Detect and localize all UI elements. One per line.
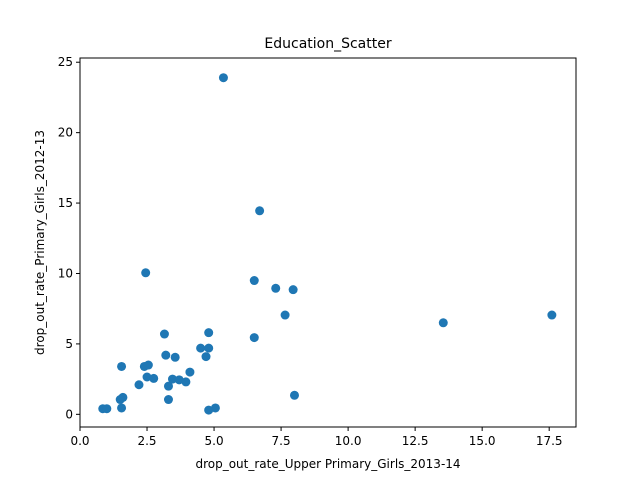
y-tick-label: 0 — [65, 407, 73, 421]
x-tick-label: 0.0 — [70, 434, 89, 448]
y-tick-label: 25 — [58, 55, 73, 69]
scatter-point-20 — [117, 361, 127, 371]
plot-frame — [79, 57, 577, 428]
scatter-point-14 — [204, 343, 214, 353]
scatter-point-2 — [255, 206, 265, 216]
x-tick-label: 5.0 — [205, 434, 224, 448]
y-axis-label: drop_out_rate_Primary_Girls_2012-13 — [33, 130, 47, 355]
scatter-point-19 — [143, 360, 153, 370]
chart-title: Education_Scatter — [264, 36, 391, 52]
x-axis-label: drop_out_rate_Upper Primary_Girls_2013-1… — [195, 457, 460, 471]
scatter-point-31 — [115, 395, 125, 405]
scatter-point-7 — [280, 310, 290, 320]
y-tick-label: 15 — [58, 196, 73, 210]
scatter-point-34 — [102, 404, 112, 414]
x-tick-label: 7.5 — [272, 434, 291, 448]
scatter-point-3 — [141, 268, 151, 278]
y-tick-label: 10 — [58, 266, 73, 280]
scatter-point-27 — [134, 380, 144, 390]
scatter-point-28 — [163, 381, 173, 391]
scatter-point-1 — [218, 73, 228, 83]
scatter-point-10 — [159, 329, 169, 339]
x-tick-label: 10.0 — [335, 434, 362, 448]
y-tick-label: 20 — [58, 126, 73, 140]
x-tick-label: 2.5 — [137, 434, 156, 448]
scatter-point-23 — [149, 373, 159, 383]
scatter-point-24 — [167, 374, 177, 384]
scatter-point-29 — [289, 390, 299, 400]
scatter-point-11 — [204, 328, 214, 338]
scatter-point-26 — [181, 377, 191, 387]
scatter-point-4 — [249, 276, 259, 286]
scatter-point-32 — [163, 395, 173, 405]
y-tick-label: 5 — [65, 337, 73, 351]
scatter-point-16 — [170, 352, 180, 362]
x-tick-label: 15.0 — [469, 434, 496, 448]
points-layer — [98, 73, 557, 415]
scatter-point-13 — [196, 343, 206, 353]
scatter-point-21 — [185, 367, 195, 377]
scatter-point-9 — [438, 318, 448, 328]
scatter-point-8 — [547, 310, 557, 320]
scatter-point-6 — [288, 285, 298, 295]
y-axis-ticks: 0 5 10 15 20 25 — [58, 55, 80, 421]
scatter-point-15 — [161, 350, 171, 360]
scatter-point-5 — [271, 283, 281, 293]
x-axis-ticks: 0.0 2.5 5.0 7.5 10.0 12.5 15.0 17.5 — [70, 427, 563, 448]
scatter-point-37 — [204, 405, 214, 415]
scatter-point-22 — [142, 372, 152, 382]
scatter-point-17 — [201, 352, 211, 362]
scatter-point-12 — [249, 333, 259, 343]
scatter-point-35 — [117, 403, 127, 413]
x-tick-label: 12.5 — [402, 434, 429, 448]
x-tick-label: 17.5 — [536, 434, 563, 448]
